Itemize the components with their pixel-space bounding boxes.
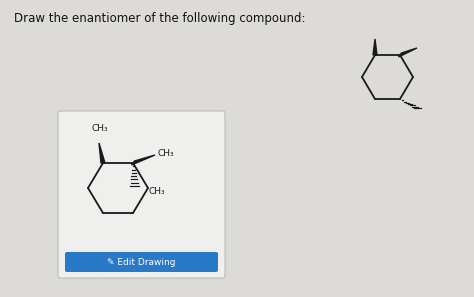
Polygon shape: [99, 143, 105, 163]
Polygon shape: [399, 48, 417, 57]
Text: CH₃: CH₃: [91, 124, 109, 133]
Text: CH₃: CH₃: [158, 149, 174, 159]
Polygon shape: [131, 155, 155, 165]
FancyBboxPatch shape: [58, 111, 225, 278]
Text: Draw the enantiomer of the following compound:: Draw the enantiomer of the following com…: [14, 12, 306, 25]
Text: ✎ Edit Drawing: ✎ Edit Drawing: [107, 258, 176, 267]
FancyBboxPatch shape: [65, 252, 218, 272]
Polygon shape: [373, 39, 377, 55]
Text: CH₃: CH₃: [149, 187, 165, 195]
